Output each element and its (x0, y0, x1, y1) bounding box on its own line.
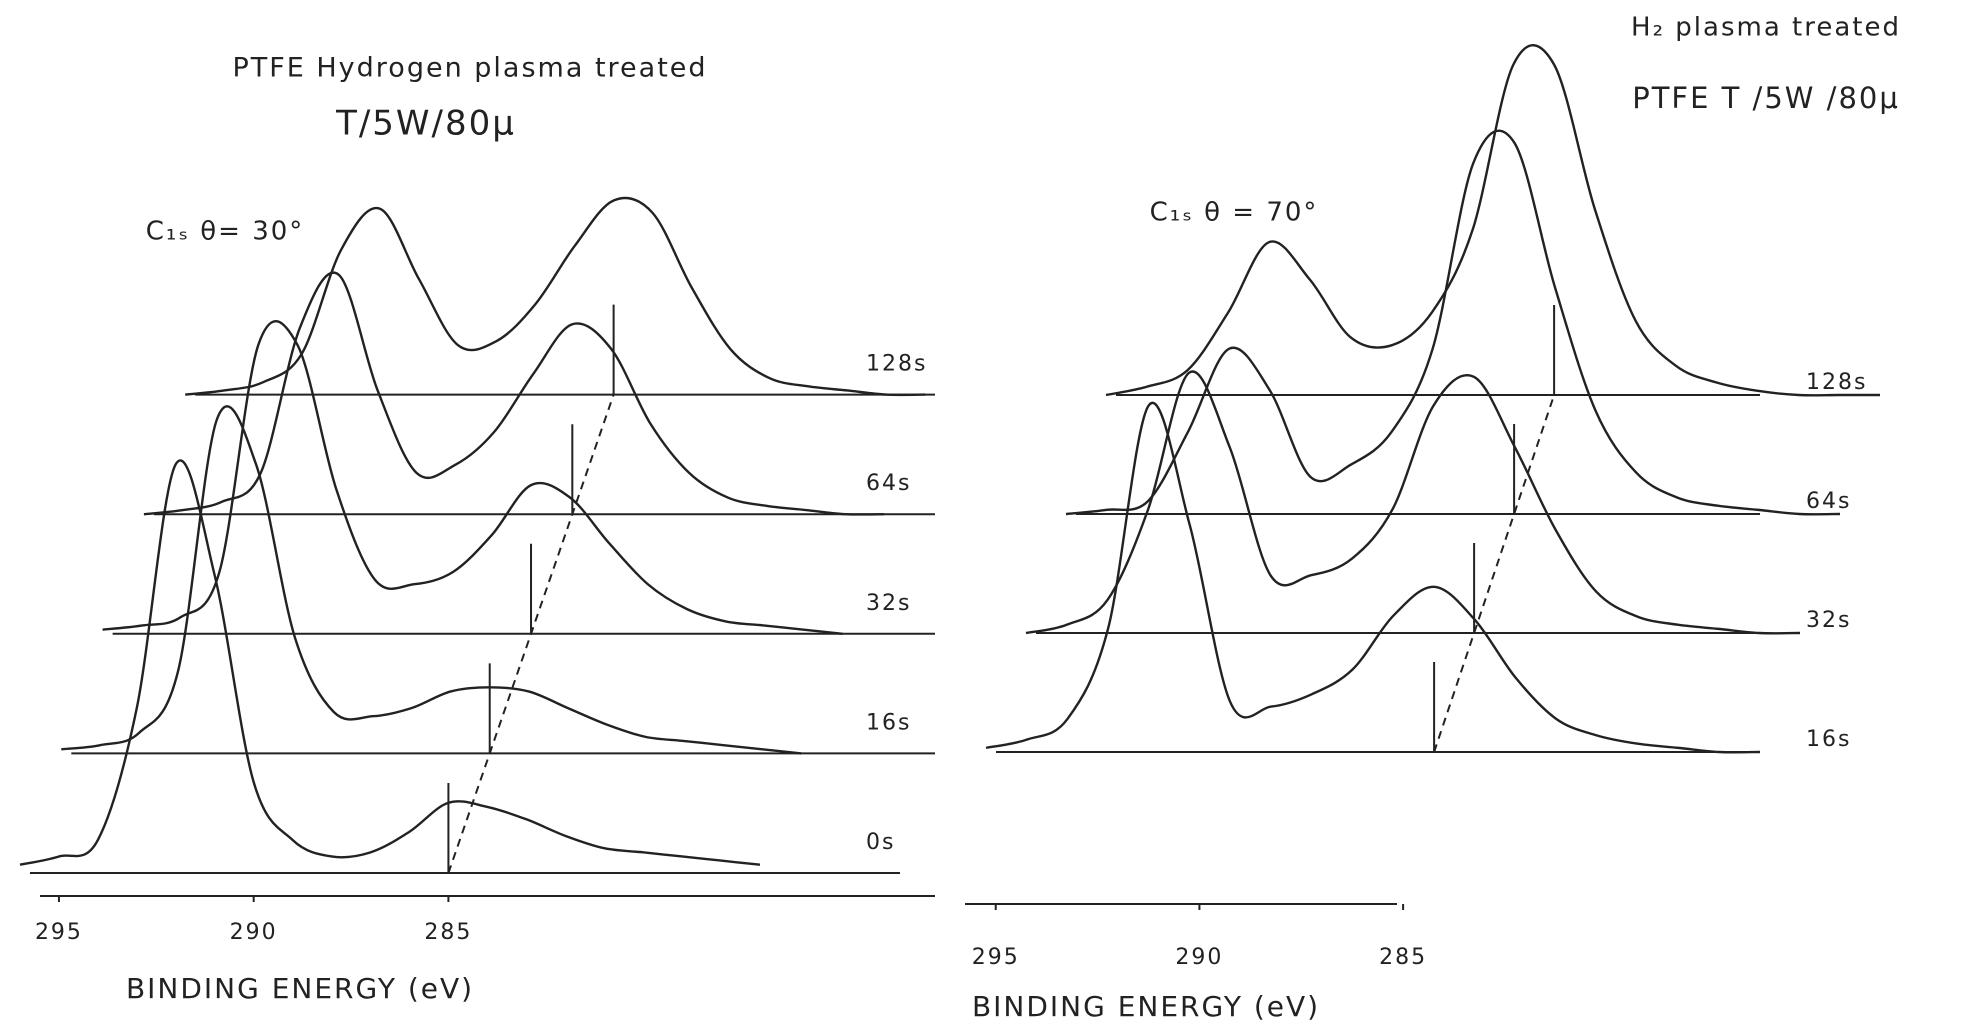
x-tick-label: 295 (972, 945, 1020, 970)
spectrum (61, 405, 802, 755)
series-label: 32s (1806, 608, 1851, 633)
x-tick-label: 290 (1175, 945, 1223, 970)
annotation: C₁ₛ θ = 70° (1150, 198, 1319, 228)
spectrum (143, 271, 884, 516)
x-tick-label: 290 (230, 920, 278, 945)
series-label: 128s (866, 352, 927, 377)
spectrum (19, 459, 761, 866)
chart-subtitle: T/5W/80μ (335, 104, 516, 144)
chart-title: H₂ plasma treated (1631, 13, 1901, 43)
series-label: 16s (866, 710, 911, 735)
spectrum (985, 401, 1761, 754)
reference-line (1433, 394, 1556, 753)
spectrum (185, 196, 926, 397)
x-axis-title: BINDING ENERGY (eV) (126, 972, 474, 1005)
x-axis-title: BINDING ENERGY (eV) (972, 990, 1320, 1023)
spectrum (1105, 44, 1880, 397)
annotation: C₁ₛ θ= 30° (146, 217, 305, 247)
series-label: 32s (866, 591, 911, 616)
series-label: 64s (1806, 489, 1851, 514)
x-tick-label: 285 (1379, 945, 1427, 970)
series-label: 0s (866, 830, 895, 855)
chart-subtitle: PTFE T /5W /80μ (1632, 81, 1900, 115)
series-label: 16s (1806, 727, 1851, 752)
spectrum (102, 320, 843, 635)
reference-line (447, 394, 615, 874)
spectrum (1065, 129, 1841, 516)
x-tick-label: 295 (35, 920, 83, 945)
series-label: 64s (866, 471, 911, 496)
x-tick-label: 285 (424, 920, 472, 945)
chart-title: PTFE Hydrogen plasma treated (232, 53, 707, 84)
series-label: 128s (1806, 370, 1867, 395)
spectrum (1025, 370, 1801, 635)
